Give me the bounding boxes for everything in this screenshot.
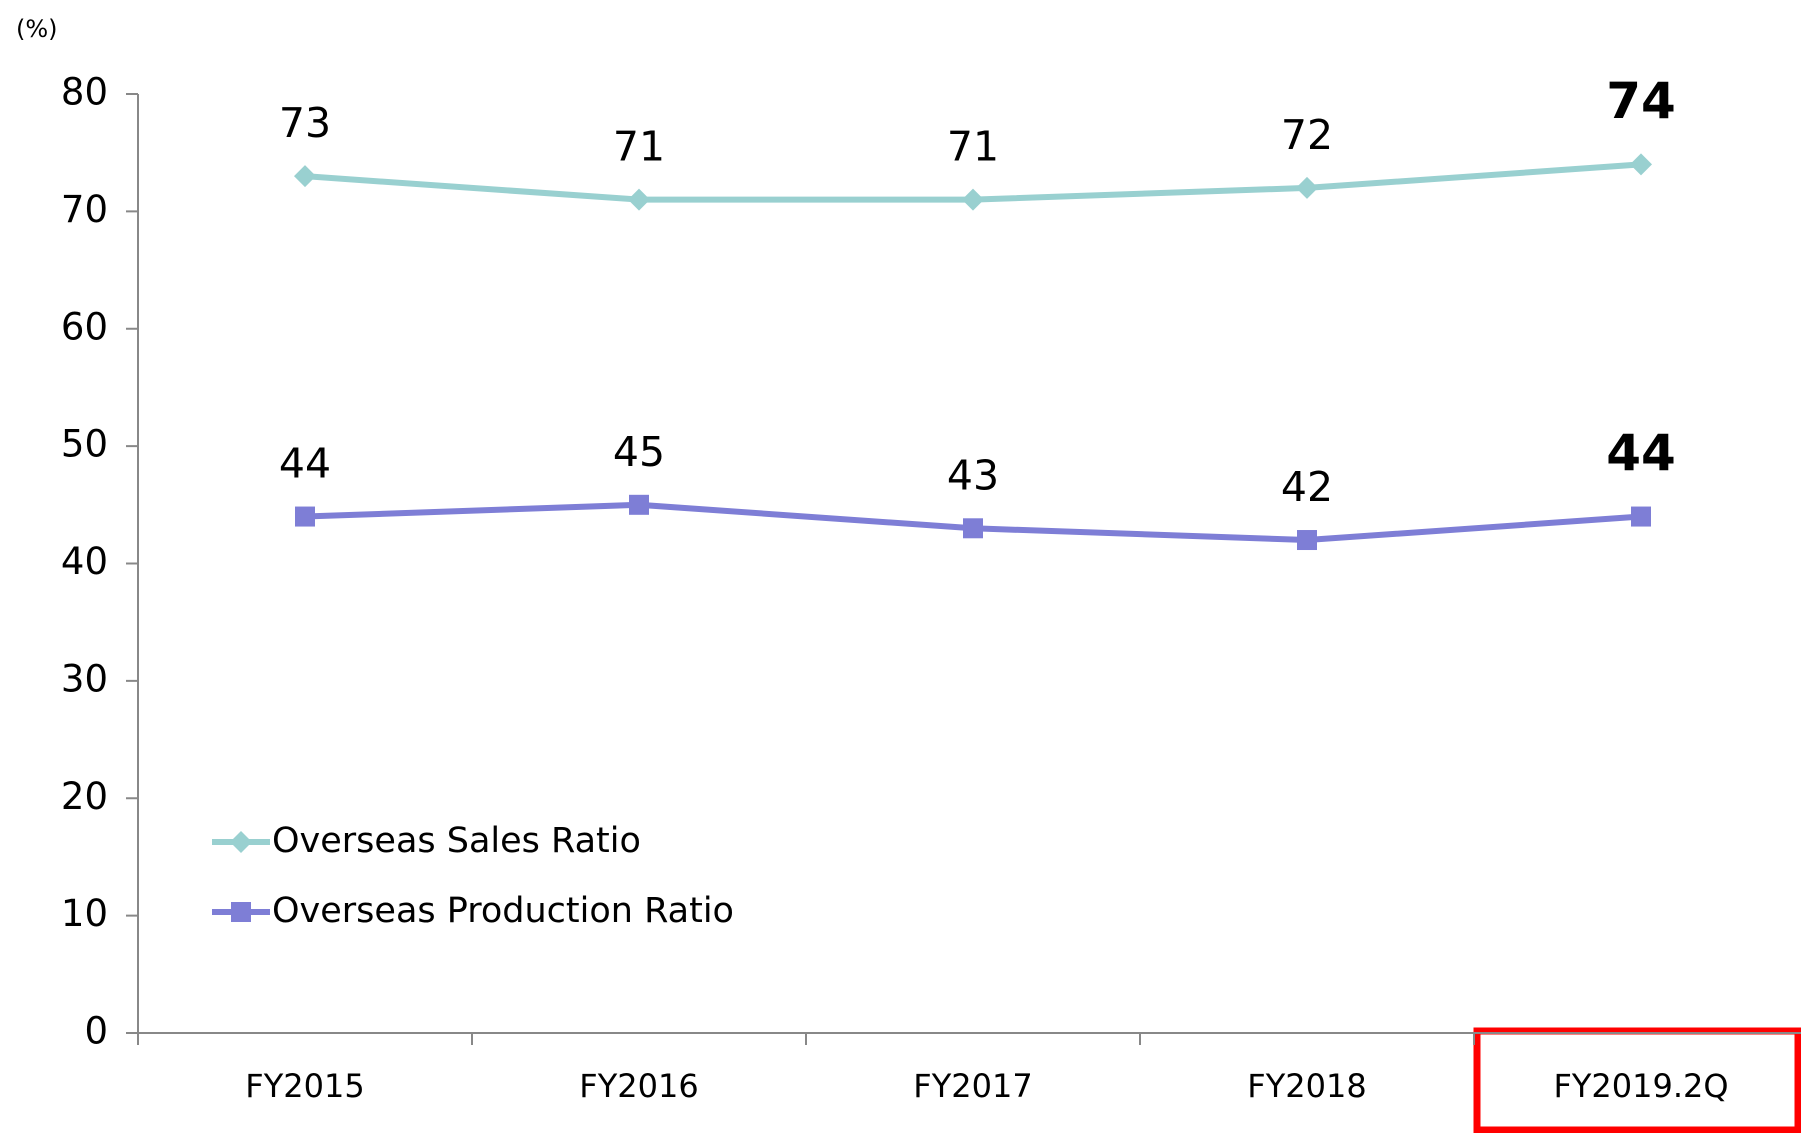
- x-tick-label: FY2016: [579, 1067, 698, 1105]
- data-label: 44: [279, 440, 331, 488]
- data-label: 71: [613, 123, 665, 171]
- data-point: [962, 188, 984, 211]
- data-point: [1631, 506, 1651, 527]
- y-tick-label: 60: [61, 305, 108, 348]
- y-tick-label: 80: [61, 71, 108, 114]
- data-point: [629, 494, 649, 515]
- y-tick-label: 70: [61, 188, 108, 231]
- data-label: 43: [947, 451, 999, 499]
- y-axis-label: (%): [16, 15, 58, 43]
- data-point: [1296, 176, 1318, 199]
- data-point: [295, 506, 315, 527]
- data-label: 71: [947, 123, 999, 171]
- x-tick-label: FY2017: [913, 1067, 1032, 1105]
- highlight-box: [1473, 1027, 1801, 1133]
- data-label: 44: [1606, 424, 1676, 482]
- data-point: [628, 188, 650, 211]
- x-tick-label: FY2018: [1247, 1067, 1366, 1105]
- legend-marker: [230, 831, 252, 853]
- data-label: 74: [1606, 72, 1676, 130]
- data-point: [963, 518, 983, 539]
- y-tick-label: 50: [61, 423, 108, 466]
- y-tick-label: 0: [84, 1010, 108, 1053]
- y-tick-label: 20: [61, 775, 108, 818]
- data-label: 42: [1281, 463, 1333, 511]
- y-tick-label: 10: [61, 892, 108, 935]
- y-tick-label: 40: [61, 540, 108, 583]
- data-label: 72: [1281, 111, 1333, 159]
- y-tick-label: 30: [61, 657, 108, 700]
- legend-label: Overseas Production Ratio: [272, 891, 734, 931]
- data-point: [294, 165, 316, 188]
- legend-label: Overseas Sales Ratio: [272, 821, 641, 861]
- x-tick-label: FY2019.2Q: [1553, 1067, 1728, 1105]
- data-label: 73: [279, 99, 331, 147]
- data-point: [1297, 530, 1317, 551]
- x-tick-label: FY2015: [245, 1067, 364, 1105]
- data-point: [1630, 153, 1652, 176]
- legend-marker: [231, 902, 251, 922]
- data-label: 45: [613, 428, 665, 476]
